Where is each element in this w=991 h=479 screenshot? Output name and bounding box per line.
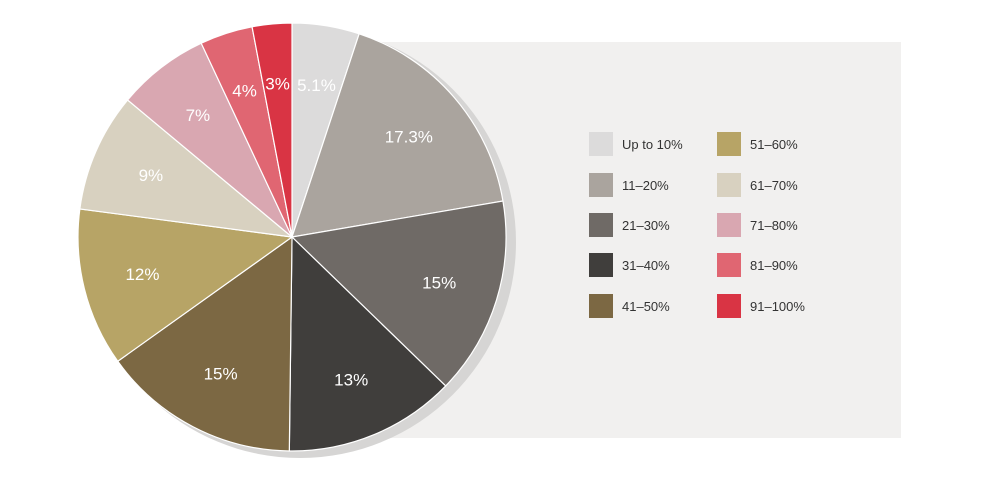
legend-item: 81–90% <box>717 253 798 277</box>
pie-value-label: 7% <box>186 106 211 125</box>
legend-item: 41–50% <box>589 294 670 318</box>
pie-slice-2 <box>291 33 504 238</box>
pie-value-label: 4% <box>232 81 257 100</box>
legend-label: 31–40% <box>622 258 670 273</box>
pie-slice-10 <box>251 22 293 238</box>
legend-label: Up to 10% <box>622 137 683 152</box>
legend-label: 61–70% <box>750 178 798 193</box>
pie-value-label: 3% <box>265 75 290 94</box>
legend-label: 41–50% <box>622 299 670 314</box>
pie-slices <box>77 22 507 452</box>
legend-label: 51–60% <box>750 137 798 152</box>
legend-label: 21–30% <box>622 218 670 233</box>
pie-slice-5 <box>116 235 293 452</box>
legend-item: 31–40% <box>589 253 670 277</box>
pie-value-label: 15% <box>204 365 238 384</box>
legend-item: 51–60% <box>717 132 798 156</box>
legend-item: 11–20% <box>589 173 669 197</box>
legend-swatch <box>717 173 741 197</box>
legend-item: Up to 10% <box>589 132 683 156</box>
legend-swatch <box>589 213 613 237</box>
pie-value-labels: 5.1% 17.3% 15% 13% 15% 12% 9% 7% 4% 3% <box>125 75 456 390</box>
legend-swatch <box>717 132 741 156</box>
legend-swatch <box>589 173 613 197</box>
pie-slice-4 <box>288 235 447 452</box>
pie-slice-6 <box>77 208 294 363</box>
legend-swatch <box>717 253 741 277</box>
legend-label: 81–90% <box>750 258 798 273</box>
legend-item: 21–30% <box>589 213 670 237</box>
legend-swatch <box>589 132 613 156</box>
legend: Up to 10% 11–20% 21–30% 31–40% 41–50% 51–60% 6… <box>589 132 805 318</box>
pie-slice-7 <box>79 99 294 238</box>
legend-label: 11–20% <box>622 178 669 193</box>
legend-swatch <box>589 253 613 277</box>
legend-swatch <box>717 213 741 237</box>
legend-label: 71–80% <box>750 218 798 233</box>
pie-value-label: 12% <box>125 265 159 284</box>
legend-label: 91–100% <box>750 299 805 314</box>
pie-value-label: 9% <box>139 166 164 185</box>
pie-value-label: 15% <box>422 274 456 293</box>
legend-swatch <box>717 294 741 318</box>
legend-item: 91–100% <box>717 294 805 318</box>
pie-value-label: 13% <box>334 370 368 389</box>
pie-value-label: 17.3% <box>385 128 433 147</box>
pie-slice-3 <box>290 200 507 387</box>
legend-item: 71–80% <box>717 213 798 237</box>
legend-item: 61–70% <box>717 173 798 197</box>
pie-value-label: 5.1% <box>297 76 336 95</box>
legend-swatch <box>589 294 613 318</box>
